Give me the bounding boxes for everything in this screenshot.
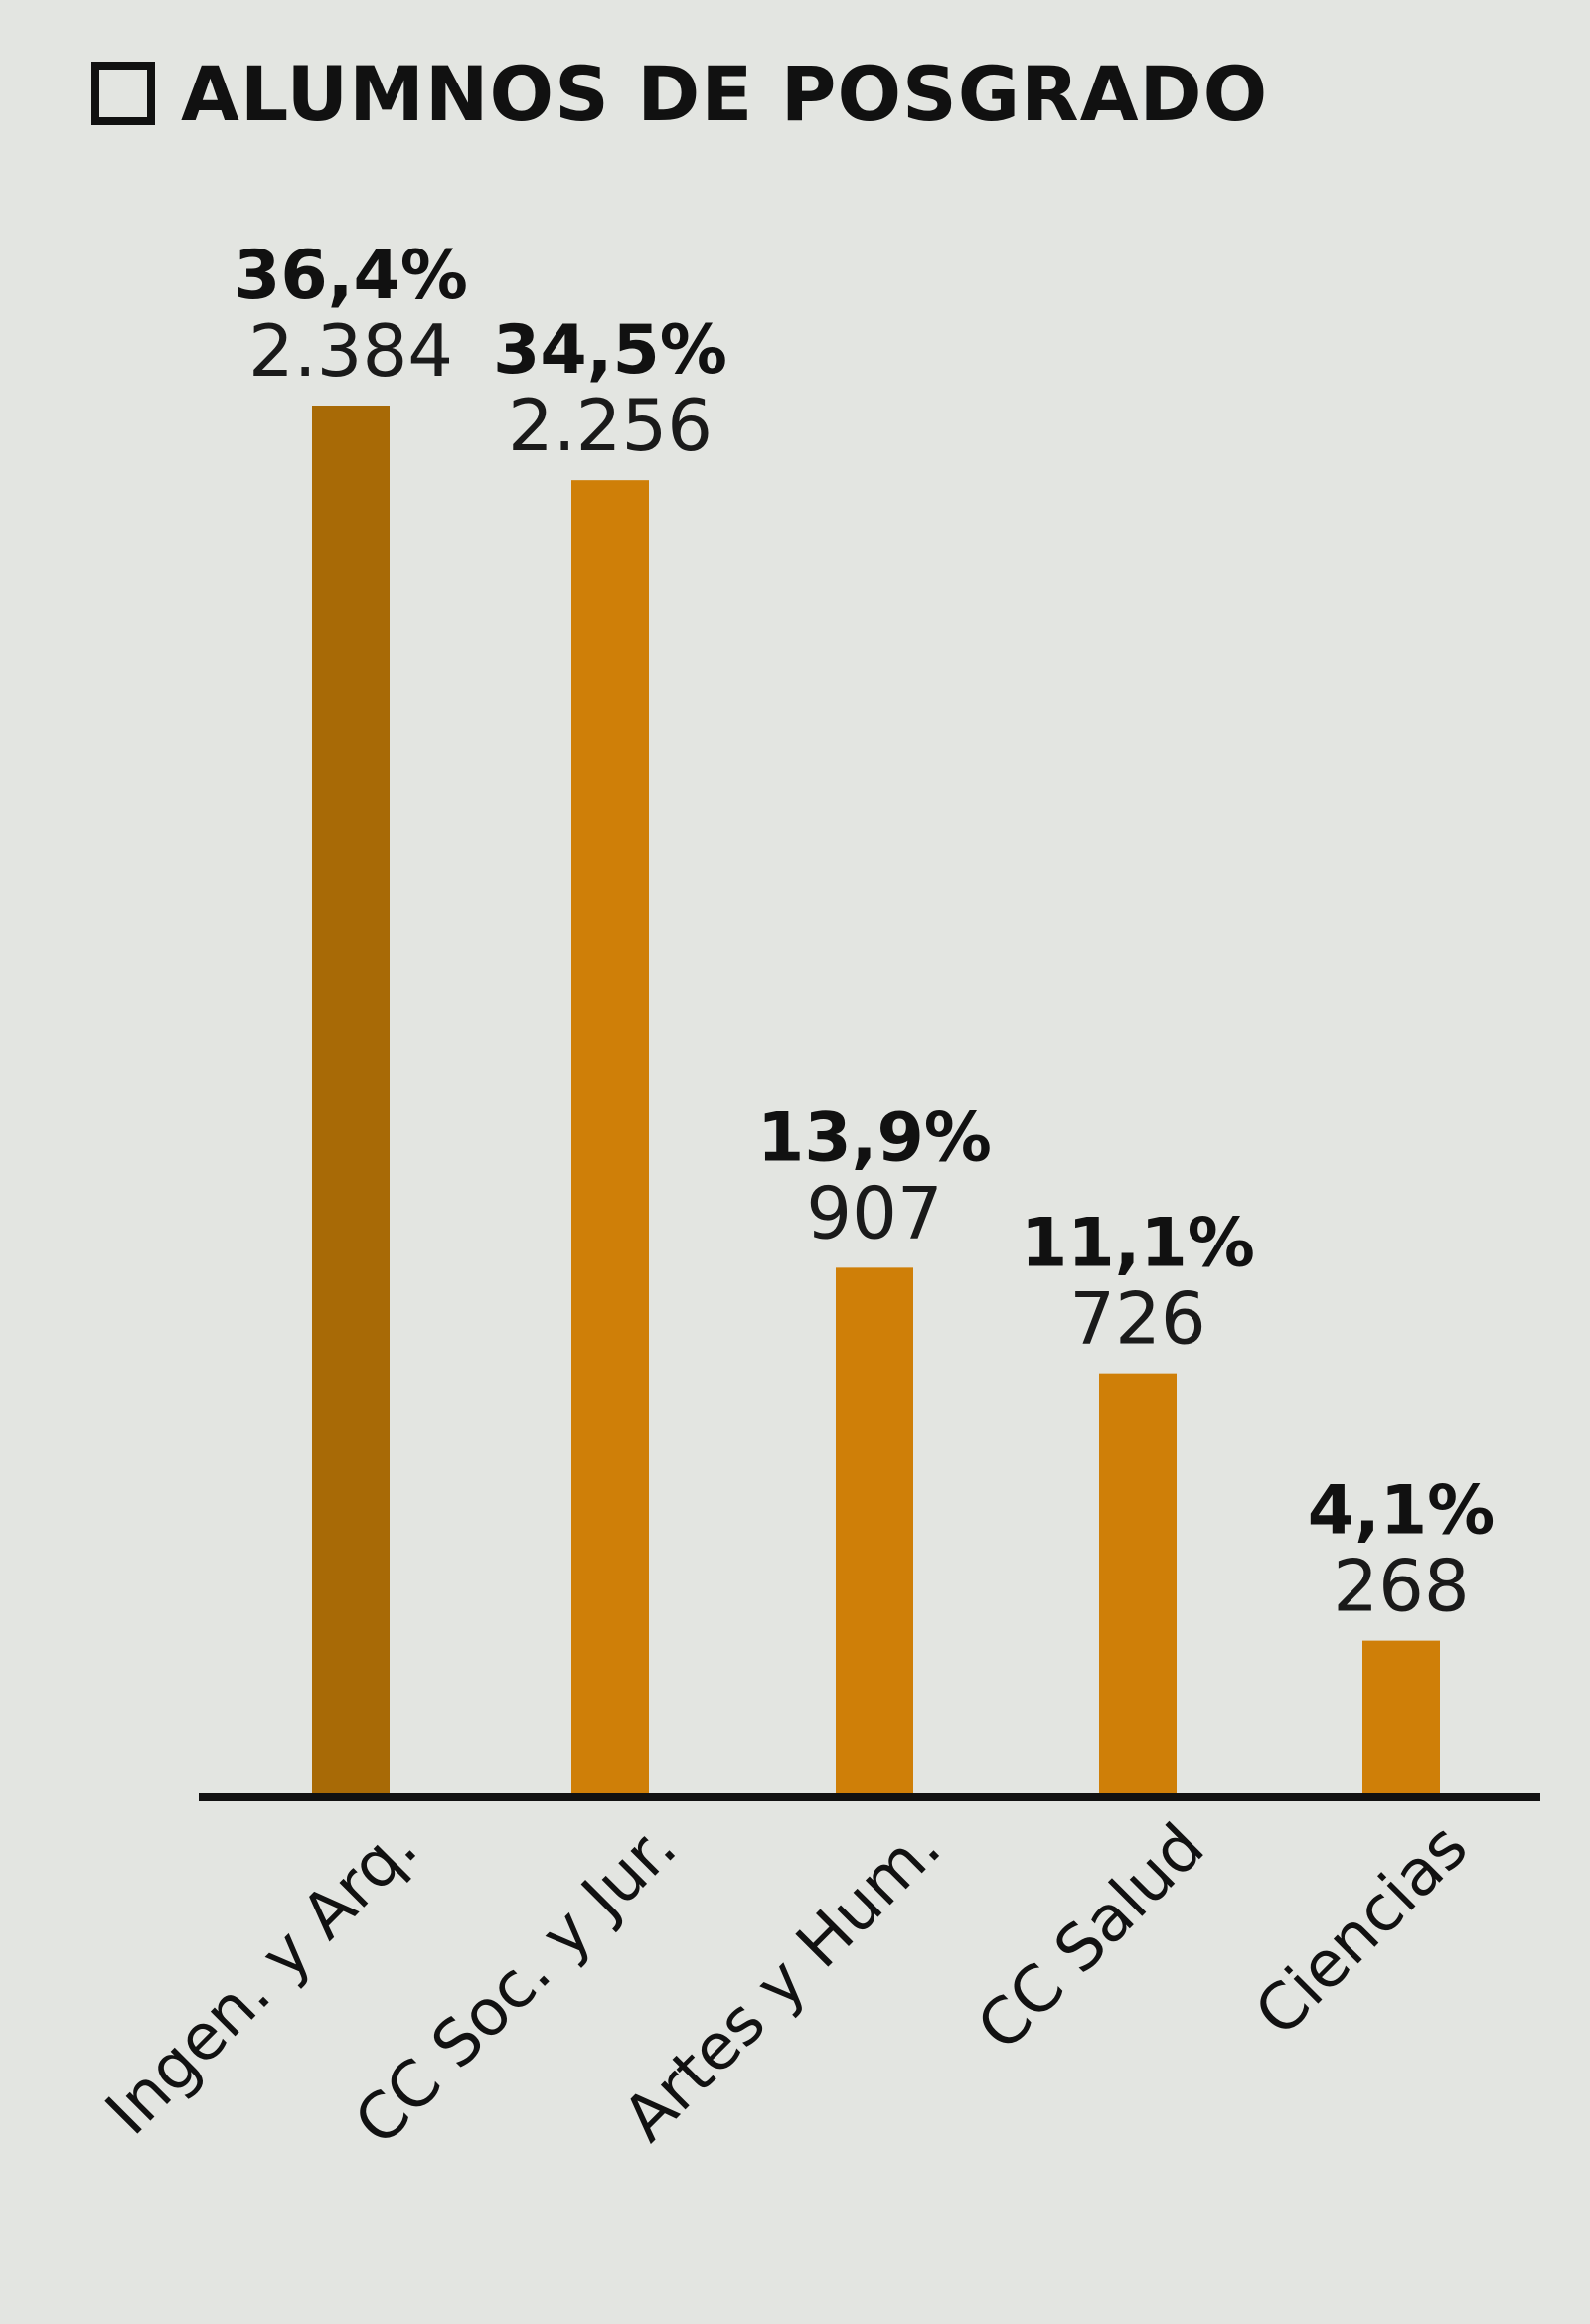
value-label-0: 2.384: [248, 309, 453, 393]
percent-label-0: 36,4%: [234, 237, 468, 315]
percent-label-3: 11,1%: [1021, 1205, 1255, 1283]
value-label-2: 907: [806, 1171, 942, 1254]
category-label-4: Ciencias: [1242, 1810, 1483, 2051]
percent-label-1: 34,5%: [493, 311, 727, 390]
bar-2: [836, 1267, 913, 1797]
bar-3: [1099, 1373, 1177, 1797]
value-label-3: 726: [1069, 1277, 1205, 1361]
square-icon: [91, 62, 155, 125]
chart-header: ALUMNOS DE POSGRADO: [91, 44, 1268, 143]
bar-0: [312, 406, 390, 1797]
bar-4: [1362, 1640, 1440, 1797]
value-label-4: 268: [1333, 1545, 1469, 1628]
percent-label-4: 4,1%: [1308, 1472, 1496, 1551]
percent-label-2: 13,9%: [757, 1098, 992, 1177]
bar-1: [571, 480, 649, 1798]
category-label-3: CC Salud: [964, 1810, 1218, 2065]
value-label-1: 2.256: [508, 384, 713, 467]
chart-title: ALUMNOS DE POSGRADO: [181, 49, 1269, 138]
